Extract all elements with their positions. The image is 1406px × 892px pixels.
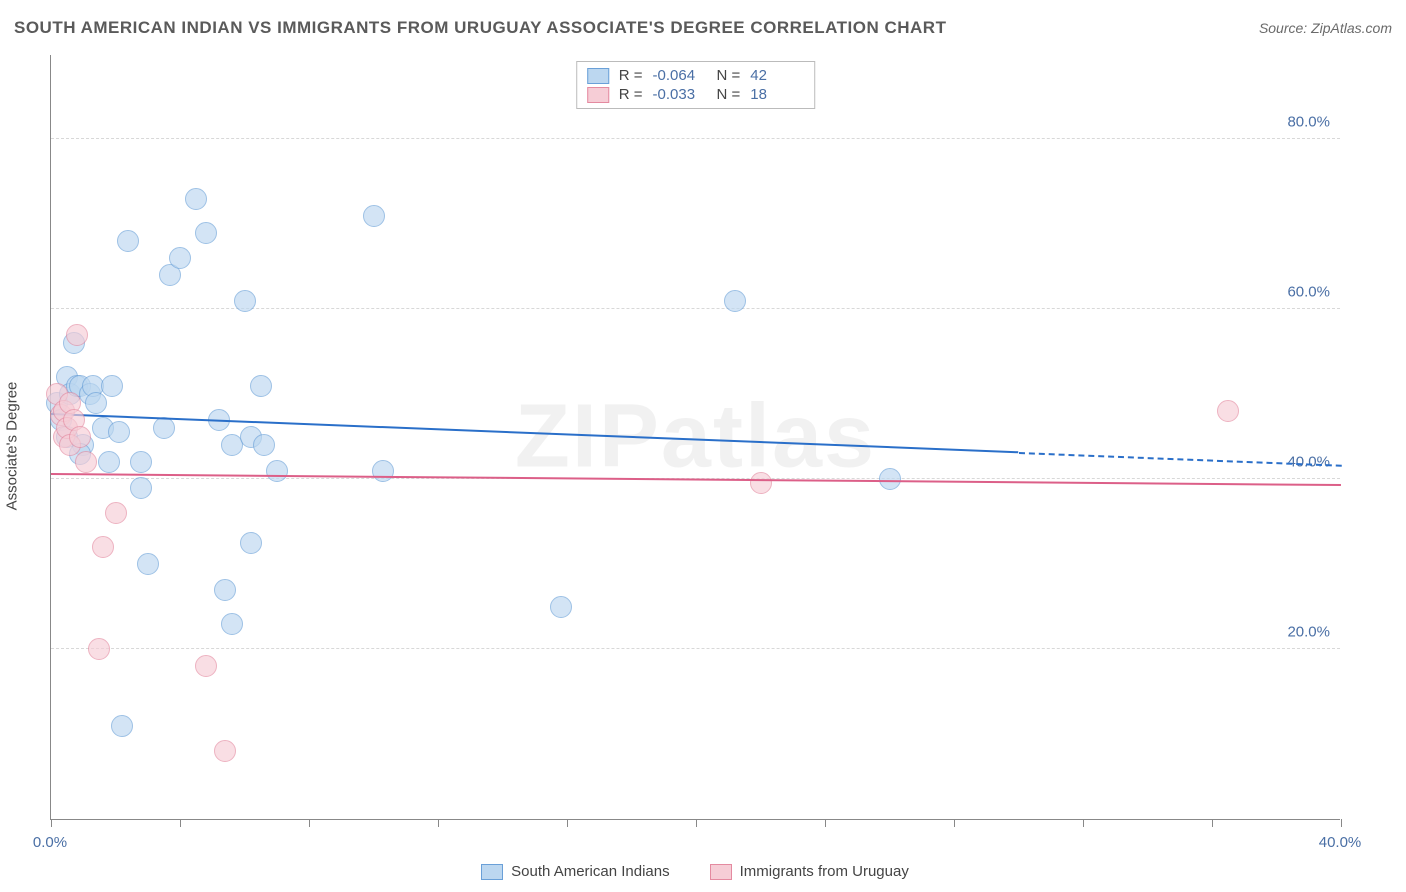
x-tick — [696, 819, 697, 827]
data-point-sai — [108, 421, 130, 443]
r-value: -0.064 — [653, 67, 707, 84]
data-point-uru — [214, 740, 236, 762]
data-point-sai — [724, 290, 746, 312]
y-tick-label: 60.0% — [1287, 284, 1330, 301]
data-point-uru — [750, 472, 772, 494]
legend-swatch — [587, 87, 609, 103]
n-label: N = — [717, 86, 741, 103]
data-point-sai — [550, 596, 572, 618]
data-point-sai — [240, 532, 262, 554]
x-tick — [954, 819, 955, 827]
data-point-uru — [88, 638, 110, 660]
scatter-chart: ZIPatlas R = -0.064 N = 42 R = -0.033 N = 18 20… — [50, 55, 1340, 820]
gridline — [51, 648, 1340, 649]
data-point-uru — [69, 426, 91, 448]
data-point-uru — [195, 655, 217, 677]
r-label: R = — [619, 86, 643, 103]
x-tick — [51, 819, 52, 827]
x-tick — [1212, 819, 1213, 827]
x-tick — [567, 819, 568, 827]
watermark: ZIPatlas — [515, 386, 876, 489]
data-point-sai — [214, 579, 236, 601]
legend-swatch — [710, 864, 732, 880]
x-tick — [825, 819, 826, 827]
x-tick — [180, 819, 181, 827]
n-label: N = — [717, 67, 741, 84]
data-point-sai — [185, 188, 207, 210]
x-tick — [1083, 819, 1084, 827]
stats-row-sai: R = -0.064 N = 42 — [587, 66, 805, 85]
data-point-uru — [105, 502, 127, 524]
data-point-uru — [1217, 400, 1239, 422]
data-point-sai — [234, 290, 256, 312]
data-point-sai — [117, 230, 139, 252]
r-value: -0.033 — [653, 86, 707, 103]
y-tick-label: 80.0% — [1287, 114, 1330, 131]
series-legend: South American Indians Immigrants from Ur… — [50, 863, 1340, 880]
data-point-sai — [879, 468, 901, 490]
data-point-sai — [250, 375, 272, 397]
chart-title: SOUTH AMERICAN INDIAN VS IMMIGRANTS FROM… — [14, 18, 946, 38]
n-value: 42 — [750, 67, 804, 84]
legend-item-uru: Immigrants from Uruguay — [710, 863, 909, 880]
legend-swatch — [481, 864, 503, 880]
r-label: R = — [619, 67, 643, 84]
data-point-sai — [137, 553, 159, 575]
y-axis-label: Associate's Degree — [4, 382, 21, 511]
data-point-sai — [363, 205, 385, 227]
gridline — [51, 138, 1340, 139]
legend-swatch — [587, 68, 609, 84]
data-point-uru — [92, 536, 114, 558]
data-point-sai — [169, 247, 191, 269]
legend-label: Immigrants from Uruguay — [740, 863, 909, 880]
data-point-sai — [85, 392, 107, 414]
data-point-uru — [75, 451, 97, 473]
data-point-sai — [266, 460, 288, 482]
data-point-sai — [372, 460, 394, 482]
trend-line — [51, 413, 1019, 453]
data-point-sai — [221, 613, 243, 635]
stats-legend-box: R = -0.064 N = 42 R = -0.033 N = 18 — [576, 61, 816, 109]
y-tick-label: 20.0% — [1287, 624, 1330, 641]
legend-label: South American Indians — [511, 863, 669, 880]
trend-line — [51, 473, 1341, 486]
data-point-sai — [98, 451, 120, 473]
legend-item-sai: South American Indians — [481, 863, 669, 880]
data-point-sai — [130, 451, 152, 473]
n-value: 18 — [750, 86, 804, 103]
source-label: Source: ZipAtlas.com — [1259, 20, 1392, 36]
x-tick-label: 40.0% — [1319, 834, 1362, 851]
data-point-sai — [253, 434, 275, 456]
data-point-sai — [195, 222, 217, 244]
data-point-uru — [66, 324, 88, 346]
stats-row-uru: R = -0.033 N = 18 — [587, 85, 805, 104]
x-tick — [309, 819, 310, 827]
x-tick-label: 0.0% — [33, 834, 67, 851]
data-point-sai — [130, 477, 152, 499]
data-point-sai — [111, 715, 133, 737]
data-point-sai — [153, 417, 175, 439]
data-point-sai — [101, 375, 123, 397]
x-tick — [438, 819, 439, 827]
x-tick — [1341, 819, 1342, 827]
